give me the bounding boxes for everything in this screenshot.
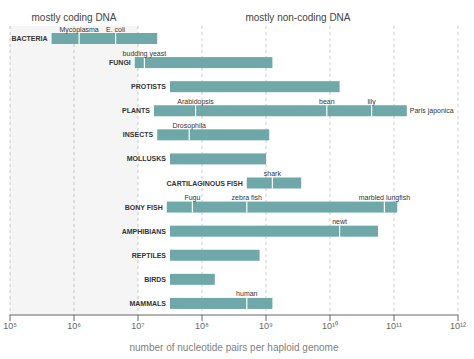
svg-text:Drosophila: Drosophila: [172, 122, 206, 130]
svg-text:Paris japonica: Paris japonica: [410, 107, 454, 115]
svg-text:10¹²: 10¹²: [450, 321, 466, 331]
svg-text:mostly coding DNA: mostly coding DNA: [31, 12, 116, 23]
svg-text:Arabidopsis: Arabidopsis: [177, 98, 214, 106]
svg-text:10⁸: 10⁸: [195, 321, 209, 331]
svg-text:10⁶: 10⁶: [67, 321, 81, 331]
svg-text:number of nucleotide pairs per: number of nucleotide pairs per haploid g…: [129, 342, 338, 353]
svg-text:INSECTS: INSECTS: [123, 131, 154, 138]
svg-text:PLANTS: PLANTS: [122, 107, 150, 114]
svg-text:10⁹: 10⁹: [259, 321, 273, 331]
svg-text:BONY FISH: BONY FISH: [125, 204, 163, 211]
svg-text:10⁵: 10⁵: [8, 321, 17, 331]
svg-text:BACTERIA: BACTERIA: [11, 35, 47, 42]
svg-text:marbled lungfish: marbled lungfish: [359, 194, 410, 202]
svg-text:mostly non-coding DNA: mostly non-coding DNA: [245, 12, 350, 23]
svg-text:PROTISTS: PROTISTS: [131, 83, 166, 90]
svg-text:10¹¹: 10¹¹: [386, 321, 402, 331]
svg-text:human: human: [236, 290, 258, 297]
svg-text:MAMMALS: MAMMALS: [129, 300, 166, 307]
svg-text:lily: lily: [368, 98, 377, 106]
svg-text:FUNGI: FUNGI: [109, 59, 131, 66]
svg-text:E. coli: E. coli: [106, 26, 126, 33]
svg-text:bean: bean: [319, 98, 335, 105]
svg-text:10⁷: 10⁷: [131, 321, 144, 331]
svg-text:10¹⁰: 10¹⁰: [322, 321, 338, 331]
svg-text:AMPHIBIANS: AMPHIBIANS: [122, 228, 167, 235]
svg-text:Mycoplasma: Mycoplasma: [59, 26, 98, 34]
svg-text:newt: newt: [332, 218, 347, 225]
svg-text:REPTILES: REPTILES: [132, 252, 167, 259]
svg-text:Fugu: Fugu: [184, 194, 200, 202]
svg-text:zebra fish: zebra fish: [232, 194, 262, 201]
svg-text:CARTILAGINOUS FISH: CARTILAGINOUS FISH: [167, 180, 243, 187]
svg-text:MOLLUSKS: MOLLUSKS: [127, 155, 167, 162]
svg-text:shark: shark: [264, 170, 282, 177]
svg-text:BIRDS: BIRDS: [144, 276, 166, 283]
svg-text:budding yeast: budding yeast: [123, 50, 167, 58]
